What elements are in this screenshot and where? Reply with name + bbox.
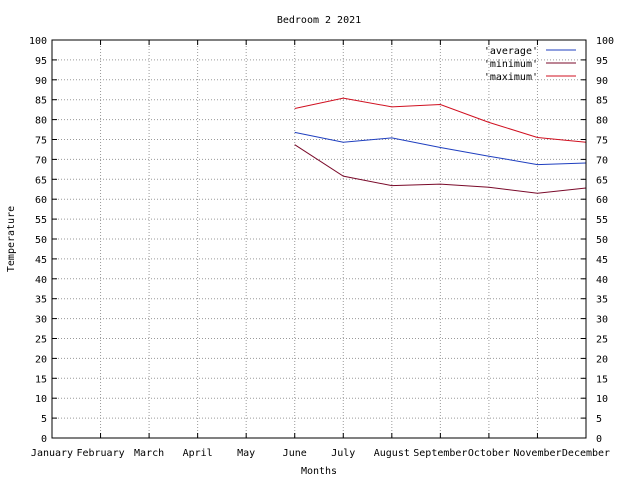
- y-tick-label-right: 5: [596, 414, 602, 425]
- y-tick-label-right: 30: [596, 315, 608, 326]
- y-tick-label-right: 65: [596, 175, 608, 186]
- x-tick-label: April: [183, 448, 213, 459]
- grid: [52, 40, 586, 438]
- y-tick-label-right: 90: [596, 76, 608, 87]
- x-tick-label: August: [374, 448, 410, 459]
- x-axis-label: Months: [301, 466, 337, 477]
- y-tick-label-right: 100: [596, 36, 614, 47]
- y-tick-label-left: 30: [35, 315, 47, 326]
- y-tick-label-left: 55: [35, 215, 47, 226]
- x-tick-label: June: [283, 448, 307, 459]
- legend: 'average' 'minimum' 'maximum': [484, 46, 576, 83]
- series-lines: [294, 97, 587, 194]
- y-tick-label-left: 20: [35, 354, 47, 365]
- series-line-0: [294, 131, 587, 166]
- y-tick-label-left: 100: [29, 36, 47, 47]
- legend-label: 'average': [484, 46, 538, 57]
- y-tick-label-right: 80: [596, 116, 608, 127]
- y-tick-label-left: 40: [35, 275, 47, 286]
- y-tick-label-left: 15: [35, 374, 47, 385]
- x-tick-label: January: [31, 448, 73, 459]
- legend-label: 'maximum': [484, 72, 538, 83]
- y-tick-label-left: 65: [35, 175, 47, 186]
- y-tick-label-right: 0: [596, 434, 602, 445]
- y-tick-label-left: 35: [35, 295, 47, 306]
- y-tick-label-right: 35: [596, 295, 608, 306]
- series-line-1: [294, 144, 587, 194]
- y-tick-label-right: 45: [596, 255, 608, 266]
- y-tick-label-left: 45: [35, 255, 47, 266]
- y-tick-label-right: 55: [596, 215, 608, 226]
- y-tick-label-left: 10: [35, 394, 47, 405]
- y-axis-label: Temperature: [6, 206, 17, 272]
- y-tick-label-left: 95: [35, 56, 47, 67]
- y-tick-label-right: 15: [596, 374, 608, 385]
- y-tick-label-right: 20: [596, 354, 608, 365]
- y-tick-label-left: 25: [35, 335, 47, 346]
- y-tick-label-right: 70: [596, 155, 608, 166]
- y-tick-label-left: 85: [35, 96, 47, 107]
- series-line-2: [294, 97, 587, 143]
- x-tick-label: May: [237, 448, 255, 459]
- x-tick-label: November: [513, 448, 561, 459]
- y-tick-label-left: 75: [35, 136, 47, 147]
- y-tick-label-left: 5: [41, 414, 47, 425]
- x-tick-label: February: [76, 448, 124, 459]
- x-tick-label: September: [413, 448, 467, 459]
- y-tick-label-right: 50: [596, 235, 608, 246]
- x-tick-label: March: [134, 448, 164, 459]
- y-tick-label-left: 60: [35, 195, 47, 206]
- y-tick-label-right: 75: [596, 136, 608, 147]
- y-tick-label-left: 70: [35, 155, 47, 166]
- y-tick-label-right: 25: [596, 335, 608, 346]
- x-tick-label: October: [468, 448, 510, 459]
- y-tick-label-left: 90: [35, 76, 47, 87]
- y-tick-label-right: 95: [596, 56, 608, 67]
- y-tick-label-left: 0: [41, 434, 47, 445]
- y-tick-label-right: 10: [596, 394, 608, 405]
- y-tick-label-right: 60: [596, 195, 608, 206]
- y-tick-label-right: 40: [596, 275, 608, 286]
- y-tick-label-right: 85: [596, 96, 608, 107]
- x-tick-label: December: [562, 448, 610, 459]
- x-tick-label: July: [331, 448, 355, 459]
- chart-title: Bedroom 2 2021: [277, 15, 361, 26]
- y-tick-label-left: 50: [35, 235, 47, 246]
- y-tick-label-left: 80: [35, 116, 47, 127]
- legend-label: 'minimum': [484, 59, 538, 70]
